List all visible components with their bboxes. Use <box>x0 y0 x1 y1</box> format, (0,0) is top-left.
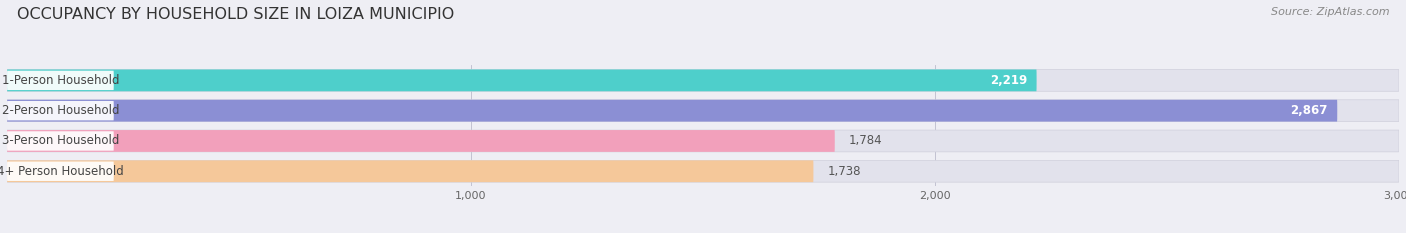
FancyBboxPatch shape <box>7 69 1399 91</box>
FancyBboxPatch shape <box>7 100 1337 122</box>
FancyBboxPatch shape <box>7 130 1399 152</box>
FancyBboxPatch shape <box>7 160 1399 182</box>
FancyBboxPatch shape <box>7 101 114 120</box>
Text: Source: ZipAtlas.com: Source: ZipAtlas.com <box>1271 7 1389 17</box>
Text: 1-Person Household: 1-Person Household <box>1 74 120 87</box>
FancyBboxPatch shape <box>7 160 814 182</box>
Text: 1,738: 1,738 <box>827 165 860 178</box>
Text: 2-Person Household: 2-Person Household <box>1 104 120 117</box>
FancyBboxPatch shape <box>7 69 1036 91</box>
Text: OCCUPANCY BY HOUSEHOLD SIZE IN LOIZA MUNICIPIO: OCCUPANCY BY HOUSEHOLD SIZE IN LOIZA MUN… <box>17 7 454 22</box>
Text: 3-Person Household: 3-Person Household <box>1 134 120 147</box>
FancyBboxPatch shape <box>7 131 114 151</box>
FancyBboxPatch shape <box>7 130 835 152</box>
Text: 2,867: 2,867 <box>1291 104 1329 117</box>
FancyBboxPatch shape <box>7 100 1399 122</box>
Text: 4+ Person Household: 4+ Person Household <box>0 165 124 178</box>
Text: 2,219: 2,219 <box>990 74 1028 87</box>
Text: 1,784: 1,784 <box>849 134 883 147</box>
FancyBboxPatch shape <box>7 161 114 181</box>
FancyBboxPatch shape <box>7 71 114 90</box>
